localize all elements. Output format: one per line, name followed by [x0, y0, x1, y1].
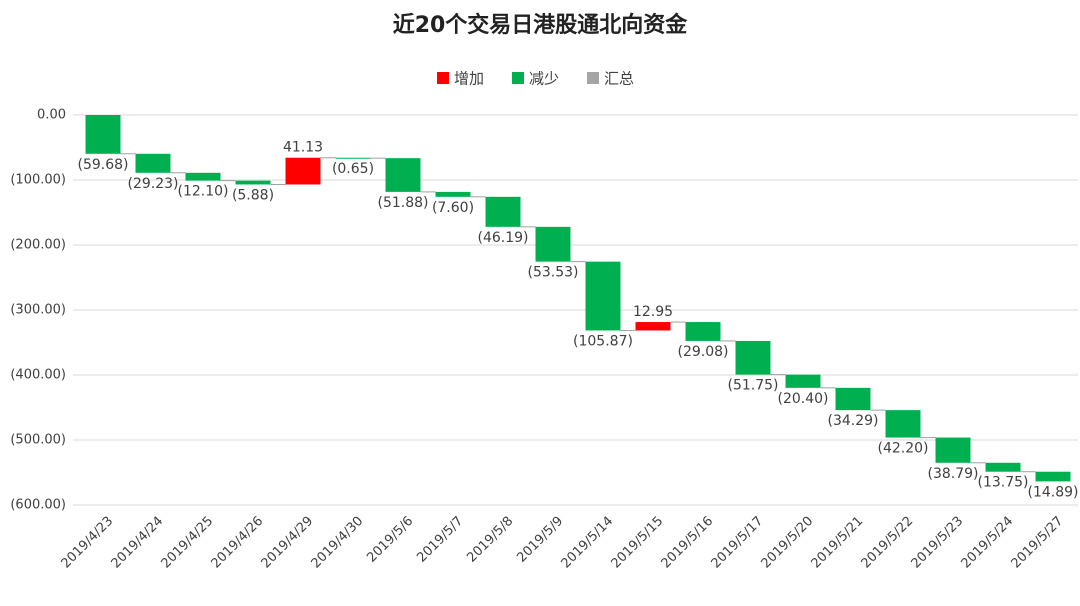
x-tick-label: 2019/5/6: [364, 514, 416, 566]
x-tick-label: 2019/5/23: [909, 514, 967, 572]
legend-swatch: [512, 72, 524, 84]
data-label: (29.23): [127, 176, 178, 192]
bar: [385, 158, 421, 192]
x-tick-label: 2019/4/23: [59, 514, 117, 572]
x-tick-label: 2019/5/15: [609, 514, 667, 572]
data-label: 41.13: [283, 140, 323, 156]
bar: [485, 196, 521, 227]
bar: [835, 387, 871, 411]
chart-title: 近20个交易日港股通北向资金: [393, 12, 689, 38]
data-label: 12.95: [633, 304, 673, 320]
x-tick-label: 2019/5/22: [859, 514, 917, 572]
bar: [985, 462, 1021, 472]
bar: [735, 340, 771, 375]
x-tick-label: 2019/4/26: [209, 514, 267, 572]
legend-label: 增加: [454, 70, 484, 88]
data-label: (38.79): [927, 466, 978, 482]
data-label: (29.08): [677, 344, 728, 360]
bar: [885, 410, 921, 438]
bar: [785, 374, 821, 388]
x-tick-label: 2019/4/30: [309, 514, 367, 572]
data-label: (13.75): [977, 475, 1028, 491]
bar: [185, 172, 221, 181]
bar: [935, 437, 971, 463]
x-tick-label: 2019/5/9: [514, 514, 566, 566]
y-tick-label: (300.00): [10, 303, 66, 318]
data-label: (51.75): [727, 378, 778, 394]
bar: [685, 322, 721, 341]
x-tick-label: 2019/4/24: [109, 514, 167, 572]
bar: [285, 157, 321, 185]
data-label: (51.88): [377, 195, 428, 211]
legend-swatch: [437, 72, 449, 84]
data-label: (14.89): [1027, 484, 1078, 500]
bar: [135, 153, 171, 173]
x-tick-label: 2019/5/14: [559, 514, 617, 572]
data-label: (59.68): [77, 157, 128, 173]
data-label: (20.40): [777, 391, 828, 407]
data-label: (53.53): [527, 265, 578, 281]
data-label: (34.29): [827, 413, 878, 429]
bar: [585, 261, 621, 331]
x-tick-label: 2019/5/27: [1009, 514, 1067, 572]
x-tick-label: 2019/5/21: [809, 514, 867, 572]
y-tick-label: (100.00): [10, 173, 66, 188]
y-tick-label: 0.00: [37, 108, 66, 123]
data-label: (7.60): [432, 200, 474, 216]
x-tick-label: 2019/5/24: [959, 514, 1017, 572]
data-label: (5.88): [232, 187, 274, 203]
data-label: (42.20): [877, 441, 928, 457]
legend-label: 汇总: [604, 70, 634, 88]
bar: [1035, 471, 1071, 482]
x-tick-label: 2019/5/20: [759, 514, 817, 572]
bar: [335, 157, 371, 159]
data-label: (46.19): [477, 230, 528, 246]
x-tick-label: 2019/4/25: [159, 514, 217, 572]
data-label: (12.10): [177, 184, 228, 200]
x-tick-label: 2019/5/8: [464, 514, 516, 566]
bar: [85, 115, 121, 154]
bar: [235, 180, 271, 185]
x-tick-label: 2019/5/7: [414, 514, 466, 566]
y-tick-label: (200.00): [10, 238, 66, 253]
data-label: (105.87): [573, 333, 633, 349]
legend-swatch: [587, 72, 599, 84]
y-tick-label: (400.00): [10, 368, 66, 383]
bar: [435, 191, 471, 197]
bar: [635, 322, 671, 331]
x-tick-label: 2019/5/17: [709, 514, 767, 572]
legend-label: 减少: [529, 70, 559, 88]
y-tick-label: (500.00): [10, 433, 66, 448]
data-label: (0.65): [332, 161, 374, 177]
bar: [535, 226, 571, 262]
y-tick-label: (600.00): [10, 498, 66, 513]
x-tick-label: 2019/5/16: [659, 514, 717, 572]
x-tick-label: 2019/4/29: [259, 514, 317, 572]
